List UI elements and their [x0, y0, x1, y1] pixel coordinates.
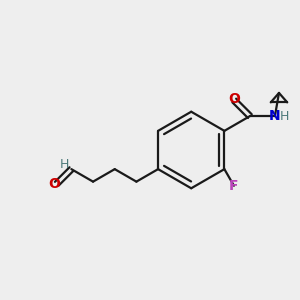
Text: N: N [269, 109, 281, 123]
Text: O: O [49, 177, 60, 191]
Text: H: H [60, 158, 70, 171]
Text: F: F [229, 179, 239, 193]
Text: H: H [280, 110, 289, 123]
Text: O: O [228, 92, 240, 106]
